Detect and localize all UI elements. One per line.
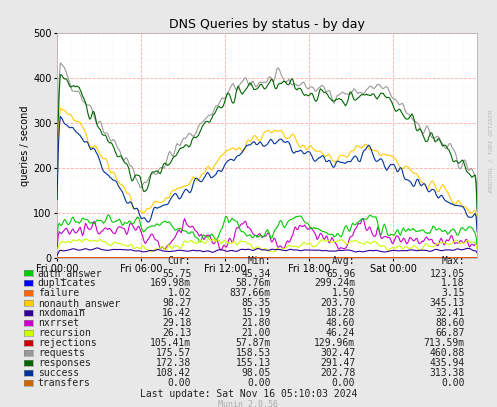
Text: 345.13: 345.13 [429,298,465,309]
Text: nxdomain: nxdomain [38,309,85,318]
Title: DNS Queries by status - by day: DNS Queries by status - by day [169,18,365,31]
Text: 66.87: 66.87 [435,328,465,338]
Text: 169.98m: 169.98m [150,278,191,289]
Y-axis label: queries / second: queries / second [20,105,30,186]
Text: 175.57: 175.57 [156,348,191,358]
Text: 98.05: 98.05 [242,368,271,378]
Text: transfers: transfers [38,378,90,388]
Text: Munin 2.0.56: Munin 2.0.56 [219,400,278,407]
Text: success: success [38,368,79,378]
Text: 837.66m: 837.66m [230,289,271,298]
Text: 313.38: 313.38 [429,368,465,378]
Text: responses: responses [38,358,90,368]
Text: 0.00: 0.00 [248,378,271,388]
Text: 21.00: 21.00 [242,328,271,338]
Text: 172.38: 172.38 [156,358,191,368]
Text: 1.50: 1.50 [332,289,355,298]
Text: 0.00: 0.00 [168,378,191,388]
Text: 48.60: 48.60 [326,318,355,328]
Text: 299.24m: 299.24m [314,278,355,289]
Text: 85.35: 85.35 [242,298,271,309]
Text: 29.18: 29.18 [162,318,191,328]
Text: Avg:: Avg: [332,256,355,266]
Text: 155.13: 155.13 [236,358,271,368]
Text: duplicates: duplicates [38,278,96,289]
Text: 713.59m: 713.59m [423,338,465,348]
Text: 291.47: 291.47 [320,358,355,368]
Text: 15.19: 15.19 [242,309,271,318]
Text: 18.28: 18.28 [326,309,355,318]
Text: nonauth_answer: nonauth_answer [38,298,120,309]
Text: Cur:: Cur: [168,256,191,266]
Text: recursion: recursion [38,328,90,338]
Text: 435.94: 435.94 [429,358,465,368]
Text: requests: requests [38,348,85,358]
Text: 129.96m: 129.96m [314,338,355,348]
Text: 1.18: 1.18 [441,278,465,289]
Text: 57.87m: 57.87m [236,338,271,348]
Text: 16.42: 16.42 [162,309,191,318]
Text: 302.47: 302.47 [320,348,355,358]
Text: 105.41m: 105.41m [150,338,191,348]
Text: 26.13: 26.13 [162,328,191,338]
Text: Last update: Sat Nov 16 05:10:03 2024: Last update: Sat Nov 16 05:10:03 2024 [140,389,357,399]
Text: 158.53: 158.53 [236,348,271,358]
Text: 1.02: 1.02 [168,289,191,298]
Text: nxrrset: nxrrset [38,318,79,328]
Text: 46.24: 46.24 [326,328,355,338]
Text: 98.27: 98.27 [162,298,191,309]
Text: auth_answer: auth_answer [38,268,102,279]
Text: 45.34: 45.34 [242,269,271,278]
Text: 3.15: 3.15 [441,289,465,298]
Text: 65.96: 65.96 [326,269,355,278]
Text: 460.88: 460.88 [429,348,465,358]
Text: 0.00: 0.00 [441,378,465,388]
Text: failure: failure [38,289,79,298]
Text: 202.78: 202.78 [320,368,355,378]
Text: 108.42: 108.42 [156,368,191,378]
Text: 32.41: 32.41 [435,309,465,318]
Text: 55.75: 55.75 [162,269,191,278]
Text: Max:: Max: [441,256,465,266]
Text: rejections: rejections [38,338,96,348]
Text: 0.00: 0.00 [332,378,355,388]
Text: Min:: Min: [248,256,271,266]
Text: 21.80: 21.80 [242,318,271,328]
Text: 58.76m: 58.76m [236,278,271,289]
Text: 203.70: 203.70 [320,298,355,309]
Text: RRDTOOL / TOBI OETIKER: RRDTOOL / TOBI OETIKER [489,109,494,192]
Text: 123.05: 123.05 [429,269,465,278]
Text: 88.60: 88.60 [435,318,465,328]
